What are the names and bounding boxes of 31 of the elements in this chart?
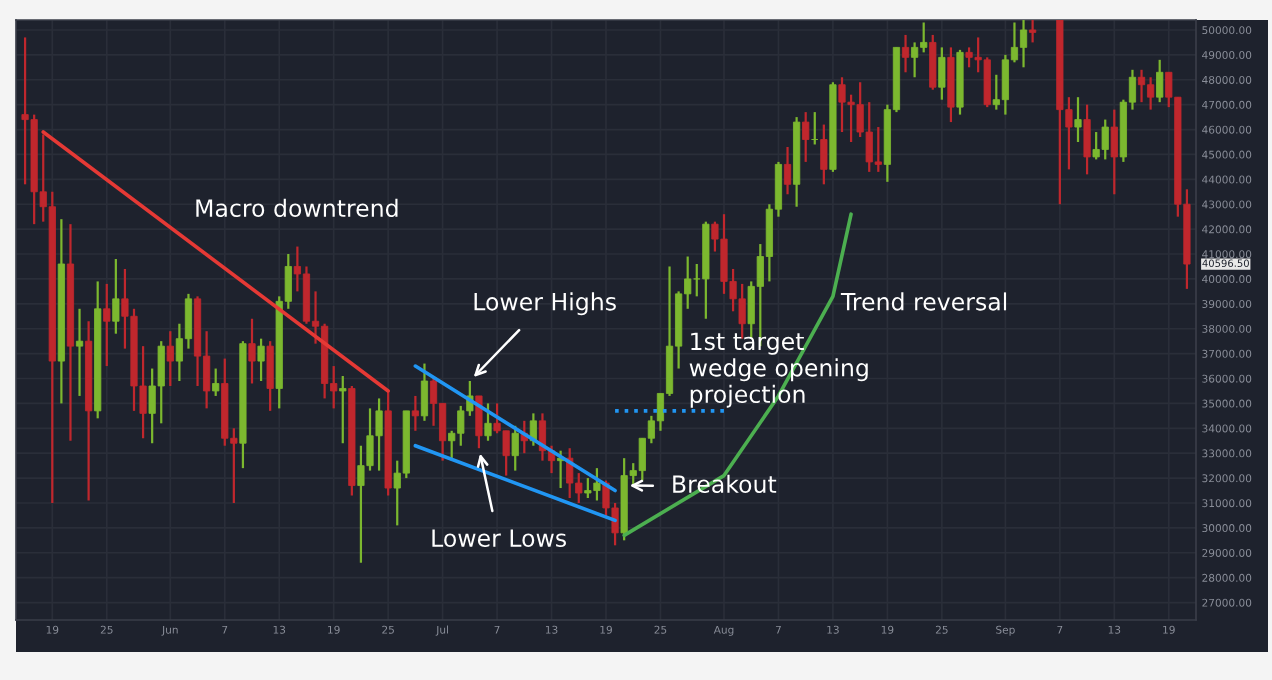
candlestick bbox=[1083, 103, 1091, 176]
candlestick bbox=[484, 402, 492, 442]
candlestick bbox=[112, 257, 120, 335]
candlestick bbox=[339, 374, 347, 445]
candlestick bbox=[1137, 68, 1146, 104]
candlestick bbox=[820, 123, 828, 186]
candlestick bbox=[1019, 20, 1028, 69]
candlestick bbox=[75, 307, 84, 398]
candlestick bbox=[783, 145, 792, 196]
candlestick bbox=[802, 111, 810, 164]
candlestick bbox=[248, 317, 256, 385]
candlestick bbox=[257, 337, 265, 383]
candlestick bbox=[901, 33, 910, 74]
annotation: Trend reversal bbox=[840, 292, 1007, 311]
candlestick bbox=[212, 367, 220, 398]
annotation: Macro downtrend bbox=[196, 198, 398, 218]
candlestick bbox=[411, 394, 419, 432]
candlestick bbox=[1110, 108, 1118, 196]
candlestick bbox=[103, 282, 111, 368]
annotation: Lower Lows bbox=[432, 529, 566, 548]
candlestick bbox=[511, 424, 519, 472]
candlestick bbox=[1156, 58, 1164, 104]
candlestick bbox=[1074, 96, 1082, 144]
candlestick bbox=[929, 33, 937, 91]
candlestick bbox=[266, 340, 274, 412]
annotation: Lower Highs bbox=[474, 292, 616, 316]
candlestick bbox=[938, 46, 946, 101]
candlestick bbox=[420, 362, 429, 422]
candlestick bbox=[302, 265, 311, 325]
candlestick bbox=[166, 330, 174, 388]
candlestick bbox=[1029, 20, 1037, 44]
